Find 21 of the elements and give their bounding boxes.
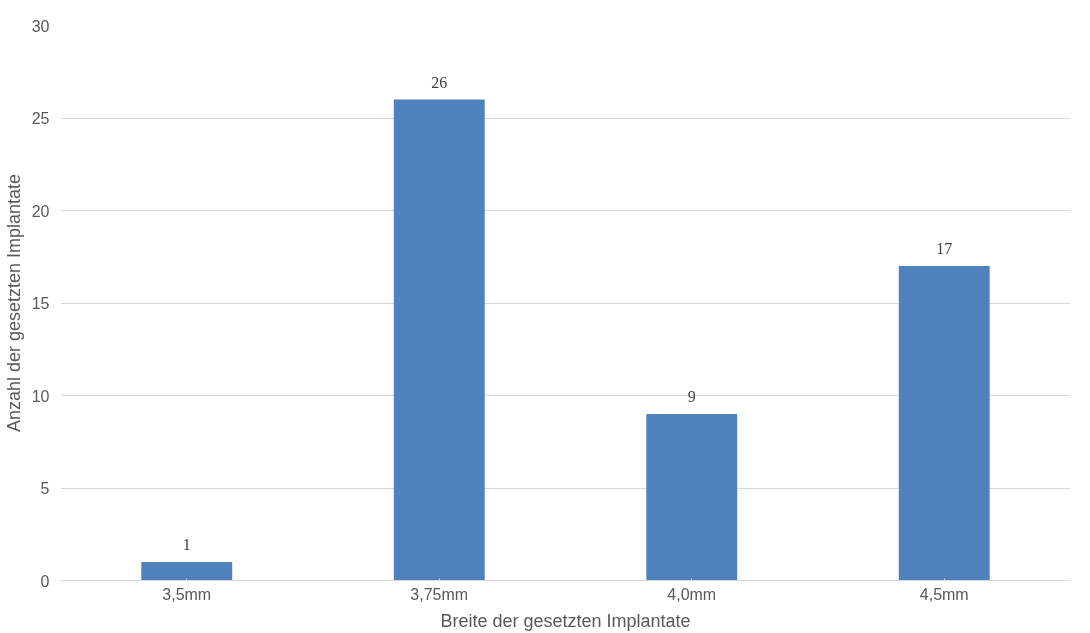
y-tick-label: 5 <box>40 480 50 497</box>
bar <box>898 266 990 581</box>
data-label: 26 <box>431 73 448 91</box>
x-axis-title: Breite der gesetzten Implantate <box>440 610 691 631</box>
bar <box>141 562 233 581</box>
data-label: 1 <box>182 536 191 553</box>
x-tick-label: 4,0mm <box>667 585 717 603</box>
x-tick-label: 3,5mm <box>162 585 212 603</box>
y-tick-label: 10 <box>31 387 50 405</box>
y-tick-label: 0 <box>40 572 50 590</box>
x-tick-label: 3,75mm <box>410 585 469 603</box>
y-tick-label: 20 <box>31 202 50 220</box>
data-label: 17 <box>936 240 953 257</box>
y-tick-label: 15 <box>31 295 50 312</box>
bar <box>646 414 738 581</box>
y-axis-title: Anzahl der gesetzten Implantate <box>3 173 24 433</box>
y-tick-label: 30 <box>31 17 50 35</box>
y-tick-label: 25 <box>31 110 50 127</box>
bar <box>393 99 485 581</box>
x-tick-label: 4,5mm <box>919 585 969 603</box>
data-label: 9 <box>687 388 696 405</box>
